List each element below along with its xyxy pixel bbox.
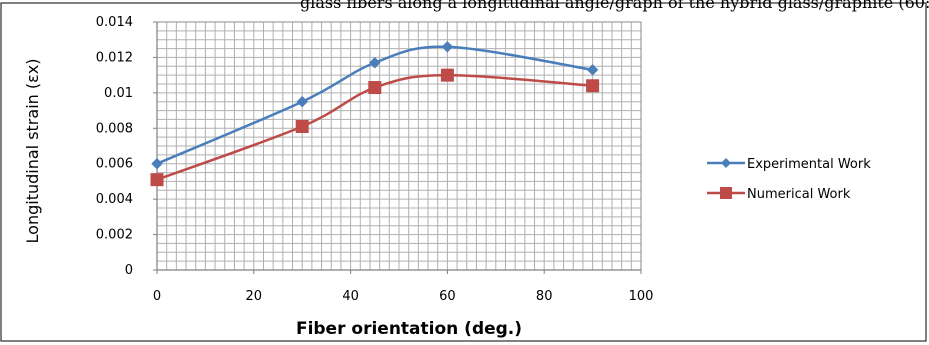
x-tick-label: 0 [153, 289, 161, 304]
top-text-fragment: glass fibers along a longitudinal angle/… [300, 0, 929, 12]
legend-item: Experimental Work [707, 157, 871, 172]
y-tick-label: 0.004 [96, 192, 133, 207]
series-2 [150, 68, 600, 187]
data-point-diamond [369, 57, 381, 69]
x-tick-label: 100 [629, 289, 654, 304]
data-point-square [368, 81, 382, 95]
series-layer [150, 41, 600, 187]
y-tick-label: 0 [125, 263, 133, 278]
data-point-square [440, 68, 454, 82]
tick-labels: 0 0.002 0.004 0.006 0.008 0.01 0.012 0.014 0 20 40… [96, 15, 654, 304]
y-tick-label: 0.002 [96, 228, 133, 243]
legend-label: Numerical Work [747, 187, 851, 202]
plot-grid [156, 21, 642, 271]
x-tick-label: 60 [439, 289, 456, 304]
legend-marker-diamond [721, 158, 731, 168]
y-tick-label: 0.012 [96, 50, 133, 65]
x-axis-title: Fiber orientation (deg.) [296, 319, 522, 339]
data-point-diamond [296, 96, 308, 108]
plot-axes [156, 22, 641, 271]
data-point-diamond [441, 41, 454, 53]
x-tick-label: 40 [342, 289, 359, 304]
data-point-square [295, 120, 309, 134]
x-tick-label: 80 [536, 289, 553, 304]
data-point-diamond [151, 158, 163, 170]
data-point-diamond [586, 64, 599, 76]
data-point-square [586, 79, 600, 93]
data-point-square [150, 173, 164, 187]
series-1 [151, 41, 599, 170]
y-tick-label: 0.014 [96, 15, 133, 30]
legend-item: Numerical Work [707, 187, 851, 202]
legend-label: Experimental Work [747, 157, 871, 172]
x-tick-label: 20 [246, 289, 263, 304]
y-tick-label: 0.01 [104, 86, 133, 101]
y-tick-label: 0.006 [96, 157, 133, 172]
legend: Experimental Work Numerical Work [707, 157, 871, 202]
y-tick-label: 0.008 [96, 121, 133, 136]
legend-marker-square [720, 187, 732, 199]
y-axis-title: Longitudinal strain (εx) [23, 59, 42, 244]
